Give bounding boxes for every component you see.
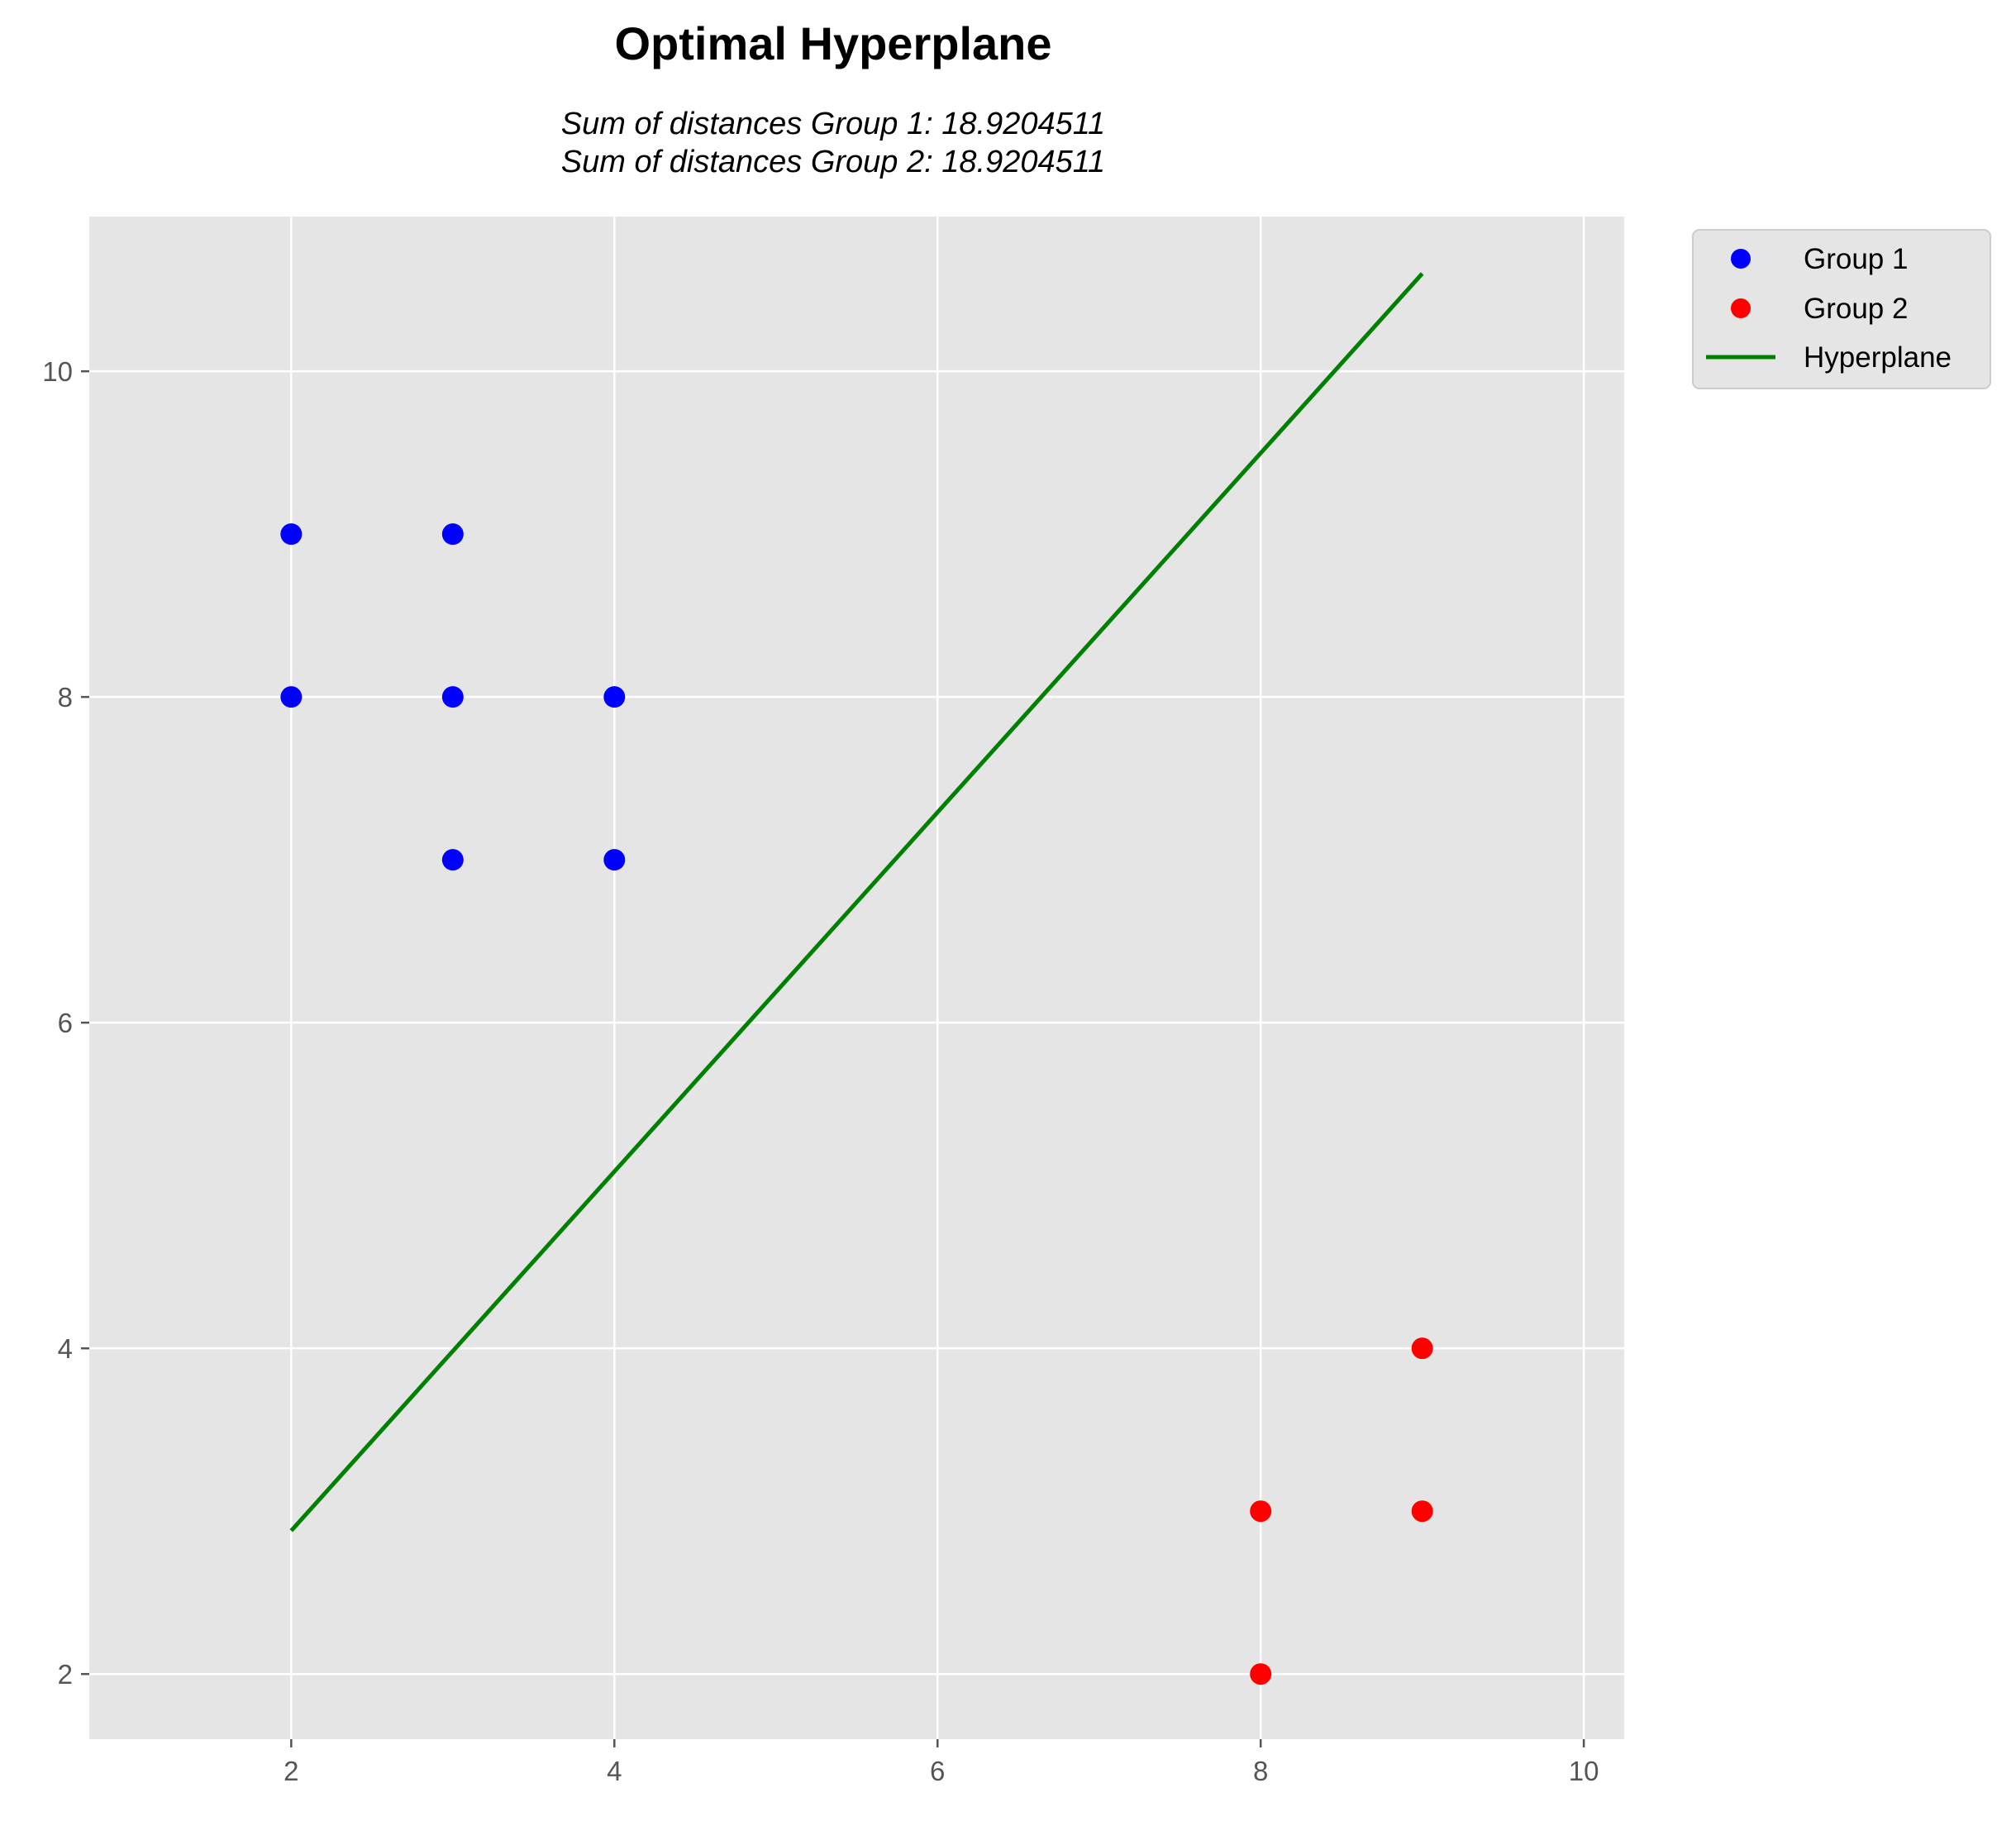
y-tick-label-8: 8 xyxy=(58,682,73,713)
y-tick-label-4: 4 xyxy=(58,1333,73,1364)
data-point-group-2-1 xyxy=(1250,1663,1272,1685)
plot-area xyxy=(89,217,1624,1739)
legend-label-group-1: Group 1 xyxy=(1804,243,1908,275)
x-tick-label-2: 2 xyxy=(284,1756,298,1786)
data-point-group-1-0 xyxy=(280,523,303,546)
axes: 2 4 6 8 10 2 4 6 8 10 xyxy=(42,356,1599,1786)
x-tick-label-6: 6 xyxy=(930,1756,945,1786)
data-point-group-1-4 xyxy=(441,849,464,871)
data-point-group-1-2 xyxy=(441,523,464,546)
legend-label-group-2: Group 2 xyxy=(1804,293,1908,325)
data-point-group-1-1 xyxy=(280,686,303,708)
x-tick-label-10: 10 xyxy=(1569,1756,1599,1786)
legend-marker-group-1 xyxy=(1731,249,1751,269)
y-tick-label-6: 6 xyxy=(58,1008,73,1038)
series-layer xyxy=(280,272,1433,1685)
data-point-group-2-3 xyxy=(1411,1500,1433,1523)
data-point-group-1-5 xyxy=(603,686,626,708)
y-tick-label-10: 10 xyxy=(42,356,73,387)
data-point-group-1-6 xyxy=(603,849,626,871)
chart-title: Optimal Hyperplane xyxy=(614,17,1051,69)
grid xyxy=(89,217,1624,1739)
data-point-group-2-2 xyxy=(1411,1337,1433,1360)
legend-marker-group-2 xyxy=(1731,298,1751,318)
legend-label-hyperplane: Hyperplane xyxy=(1804,341,1952,374)
x-tick-label-8: 8 xyxy=(1253,1756,1268,1786)
data-point-group-2-0 xyxy=(1250,1500,1272,1523)
series-line-hyperplane xyxy=(289,272,1424,1533)
legend: Group 1 Group 2 Hyperplane xyxy=(1692,229,1991,389)
data-point-group-1-3 xyxy=(441,686,464,708)
chart-subtitle-line-1: Sum of distances Group 1: 18.9204511 xyxy=(561,107,1105,141)
x-tick-label-4: 4 xyxy=(607,1756,622,1786)
y-tick-label-2: 2 xyxy=(58,1659,73,1690)
legend-box xyxy=(1692,229,1991,389)
chart-subtitle-line-2: Sum of distances Group 2: 18.9204511 xyxy=(561,145,1105,179)
